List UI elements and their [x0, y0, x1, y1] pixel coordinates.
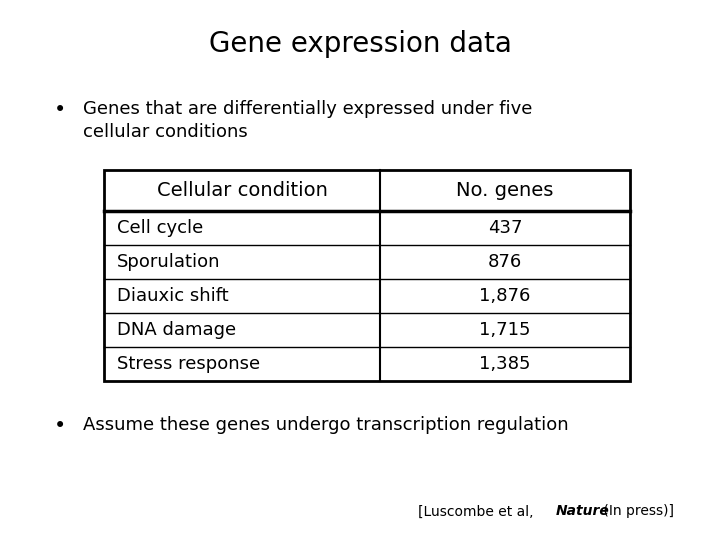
- Text: Cellular condition: Cellular condition: [157, 181, 328, 200]
- Bar: [104, 170, 630, 381]
- Text: Assume these genes undergo transcription regulation: Assume these genes undergo transcription…: [83, 416, 568, 434]
- Text: [Luscombe et al,: [Luscombe et al,: [418, 504, 537, 518]
- Text: (In press)]: (In press)]: [599, 504, 674, 518]
- Text: 1,385: 1,385: [480, 355, 531, 373]
- Text: cellular conditions: cellular conditions: [83, 123, 248, 141]
- Text: •: •: [54, 416, 66, 436]
- Text: No. genes: No. genes: [456, 181, 554, 200]
- Text: 876: 876: [488, 253, 522, 271]
- Text: Sporulation: Sporulation: [117, 253, 221, 271]
- Text: Genes that are differentially expressed under five: Genes that are differentially expressed …: [83, 100, 532, 118]
- Text: 437: 437: [488, 219, 523, 237]
- Text: Diauxic shift: Diauxic shift: [117, 287, 229, 305]
- Text: 1,876: 1,876: [480, 287, 531, 305]
- Text: 1,715: 1,715: [480, 321, 531, 339]
- Text: •: •: [54, 100, 66, 120]
- Text: Cell cycle: Cell cycle: [117, 219, 204, 237]
- Text: DNA damage: DNA damage: [117, 321, 236, 339]
- Text: Nature: Nature: [556, 504, 610, 518]
- Text: Gene expression data: Gene expression data: [209, 30, 511, 58]
- Text: Stress response: Stress response: [117, 355, 261, 373]
